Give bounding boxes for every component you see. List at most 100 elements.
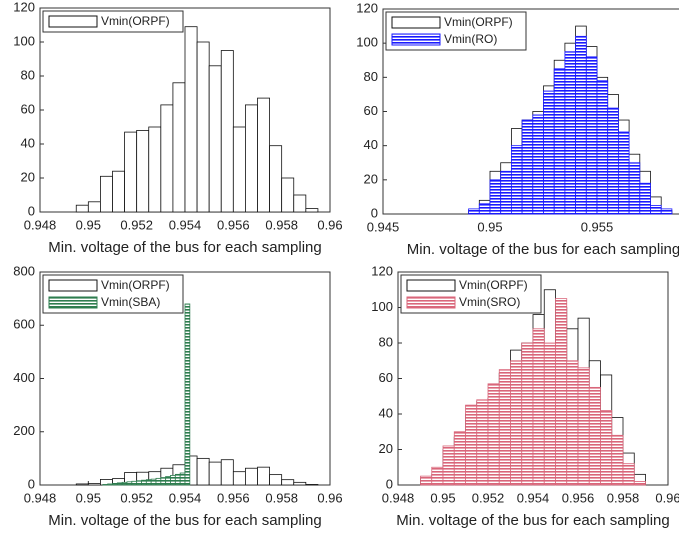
y-tick-label: 40 bbox=[379, 405, 393, 420]
histogram-bar bbox=[543, 90, 555, 215]
histogram-bar bbox=[521, 342, 534, 486]
histogram-bar bbox=[633, 481, 646, 486]
histogram-bar bbox=[431, 466, 444, 486]
x-tick-label: 0.95 bbox=[477, 219, 502, 234]
y-tick-label: 400 bbox=[13, 370, 35, 385]
histogram-bar bbox=[148, 126, 162, 213]
y-tick-label: 0 bbox=[28, 476, 35, 491]
histogram-bar bbox=[136, 129, 150, 213]
y-tick-label: 20 bbox=[21, 169, 35, 184]
histogram-bar bbox=[184, 26, 198, 213]
histogram-bar bbox=[498, 369, 511, 486]
histogram-bar bbox=[160, 477, 167, 486]
y-tick-label: 60 bbox=[379, 370, 393, 385]
histogram-bar bbox=[639, 182, 651, 215]
legend-swatch bbox=[48, 279, 98, 292]
histogram-bar bbox=[232, 126, 246, 213]
histogram-bar bbox=[510, 360, 523, 486]
histogram-bar bbox=[196, 41, 210, 213]
x-tick-label: 0.952 bbox=[472, 490, 505, 505]
legend-swatch bbox=[391, 33, 441, 46]
histogram-bar bbox=[170, 475, 176, 486]
histogram-bar bbox=[618, 131, 630, 215]
histogram-bar bbox=[555, 298, 568, 486]
histogram-bar bbox=[281, 479, 295, 486]
histogram-bar bbox=[628, 162, 641, 215]
histogram-bar bbox=[575, 35, 587, 215]
histogram-bar bbox=[478, 203, 491, 215]
y-tick-label: 0 bbox=[28, 203, 35, 218]
histogram-bar bbox=[543, 342, 556, 486]
x-tick-label: 0.96 bbox=[317, 490, 342, 505]
histogram-bar bbox=[165, 476, 171, 486]
x-tick-label: 0.952 bbox=[120, 217, 153, 232]
y-tick-label: 120 bbox=[356, 0, 378, 15]
histogram-bar bbox=[585, 56, 598, 215]
legend-label: Vmin(RO) bbox=[444, 32, 497, 46]
histogram-bar bbox=[257, 97, 270, 213]
x-tick-label: 0.956 bbox=[562, 490, 595, 505]
legend-swatch bbox=[48, 296, 98, 309]
histogram-bar bbox=[660, 208, 673, 215]
histogram-bar bbox=[600, 410, 613, 486]
histogram-bar bbox=[87, 201, 101, 213]
histogram-bar bbox=[232, 471, 246, 486]
legend-swatch bbox=[391, 16, 441, 29]
x-tick-label: 0.954 bbox=[517, 490, 550, 505]
histogram-bar bbox=[174, 473, 181, 486]
histogram-bar bbox=[102, 484, 109, 486]
x-axis-label: Min. voltage of the bus for each samplin… bbox=[48, 239, 322, 256]
histogram-bar bbox=[141, 479, 147, 486]
histogram-bar bbox=[532, 114, 544, 215]
histogram-bar bbox=[112, 170, 125, 213]
histogram-bar bbox=[465, 404, 478, 486]
x-axis-label: Min. voltage of the bus for each samplin… bbox=[48, 512, 322, 529]
histogram-bar bbox=[121, 481, 128, 486]
histogram-bar bbox=[611, 434, 624, 486]
histogram-bar bbox=[155, 477, 162, 486]
histogram-bar bbox=[500, 170, 512, 215]
histogram-bar bbox=[126, 481, 133, 486]
y-tick-label: 100 bbox=[371, 299, 393, 314]
histogram-bar bbox=[269, 474, 283, 486]
histogram-bar bbox=[131, 480, 138, 486]
histogram-bar bbox=[136, 480, 142, 486]
histogram-bar bbox=[596, 80, 609, 215]
y-tick-label: 20 bbox=[364, 171, 378, 186]
histogram-bar bbox=[179, 472, 186, 486]
legend-label: Vmin(ORPF) bbox=[101, 278, 170, 292]
histogram-bar bbox=[87, 483, 101, 486]
y-tick-label: 80 bbox=[364, 69, 378, 84]
x-tick-label: 0.95 bbox=[430, 490, 455, 505]
legend-label: Vmin(SRO) bbox=[459, 295, 520, 309]
histogram-bar bbox=[476, 399, 489, 486]
histogram-bar bbox=[75, 204, 89, 213]
histogram-bar bbox=[293, 194, 307, 213]
histogram-bar bbox=[305, 208, 319, 213]
histogram-bar bbox=[100, 175, 113, 213]
histogram-bar bbox=[650, 205, 662, 215]
histogram-bar bbox=[293, 481, 307, 486]
legend-swatch bbox=[48, 15, 98, 28]
histogram-bar bbox=[220, 459, 234, 486]
y-tick-label: 120 bbox=[13, 0, 35, 14]
x-tick-label: 0.948 bbox=[382, 490, 415, 505]
histogram-bar bbox=[510, 145, 523, 215]
legend-label: Vmin(ORPF) bbox=[444, 15, 513, 29]
histogram-bar bbox=[150, 478, 157, 486]
y-tick-label: 100 bbox=[13, 33, 35, 48]
y-tick-label: 120 bbox=[371, 263, 393, 278]
y-tick-label: 80 bbox=[21, 67, 35, 82]
y-tick-label: 600 bbox=[13, 317, 35, 332]
x-tick-label: 0.958 bbox=[607, 490, 640, 505]
x-tick-label: 0.958 bbox=[265, 217, 298, 232]
y-tick-label: 0 bbox=[371, 205, 378, 220]
histogram-bar bbox=[577, 367, 590, 486]
x-tick-label: 0.95 bbox=[76, 490, 101, 505]
x-tick-label: 0.95 bbox=[76, 217, 101, 232]
histogram-bar bbox=[75, 483, 89, 486]
histogram-bar bbox=[160, 104, 174, 213]
histogram-bar bbox=[124, 131, 138, 213]
